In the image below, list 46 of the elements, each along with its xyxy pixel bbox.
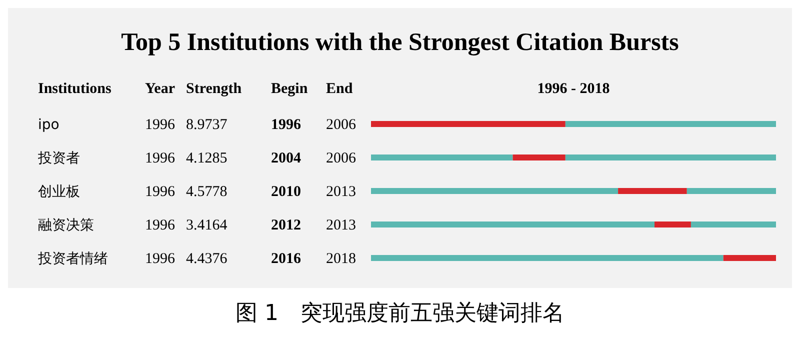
bar: [723, 255, 776, 261]
text: 1996: [271, 117, 302, 133]
text: End: [326, 81, 354, 97]
text: 1996: [145, 218, 176, 234]
y-tick-label: 融资决策: [38, 218, 94, 234]
chart-title: Top 5 Institutions with the Strongest Citation Bursts: [121, 29, 680, 56]
bar: [371, 255, 724, 261]
text: 2016: [271, 251, 302, 267]
y-axis-title: Institutions: [38, 81, 112, 97]
bar: [565, 121, 776, 127]
text: 2010: [271, 184, 301, 200]
y-tick-label: ipo: [38, 117, 60, 133]
bar: [690, 222, 776, 228]
bar: [654, 222, 691, 228]
caption: 图 1 突现强度前五强关键词排名: [236, 301, 564, 326]
y-tick-label: 创业板: [38, 184, 80, 200]
y-tick-label: 投资者: [37, 150, 80, 166]
text: 1996: [145, 184, 176, 200]
bar: [565, 154, 776, 160]
text: 4.1285: [186, 150, 228, 166]
bar: [686, 188, 776, 194]
text: 2006: [326, 117, 356, 133]
bar: [371, 121, 566, 127]
text: 2012: [271, 218, 301, 234]
text: 4.4376: [186, 251, 228, 267]
bar: [371, 188, 618, 194]
text: 2006: [326, 150, 356, 166]
text: 2018: [326, 251, 356, 267]
text: 2013: [326, 184, 356, 200]
y-tick-label: 投资者情绪: [37, 251, 108, 267]
text: 2004: [271, 150, 302, 166]
text: 1996: [145, 251, 176, 267]
text: 8.9737: [186, 117, 228, 133]
bar: [371, 222, 654, 228]
bar: [618, 188, 687, 194]
text: 4.5778: [186, 184, 228, 200]
text: Year: [145, 81, 176, 97]
text: 1996: [145, 150, 176, 166]
text: Begin: [271, 81, 308, 97]
bar: [371, 154, 513, 160]
text: 3.4164: [186, 218, 228, 234]
bar: [512, 154, 566, 160]
text: Strength: [186, 81, 242, 97]
text: 2013: [326, 218, 356, 234]
text: 1996: [145, 117, 176, 133]
x-axis-title: 1996 - 2018: [537, 81, 610, 97]
